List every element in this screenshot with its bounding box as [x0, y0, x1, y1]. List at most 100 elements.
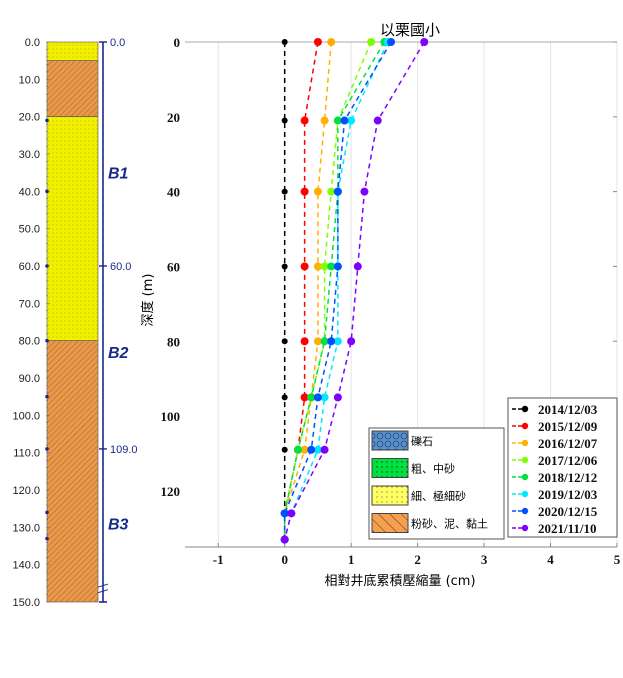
break-icon [97, 583, 109, 594]
sensor-marker [45, 394, 49, 399]
legend-marker [521, 422, 529, 430]
borehole-depth-label: 140.0 [12, 560, 40, 572]
x-tick-label: 1 [348, 552, 355, 567]
data-point [333, 187, 342, 196]
data-point [313, 38, 322, 46]
soil-swatch-gravel [371, 430, 409, 451]
borehole-depth-label: 110.0 [13, 448, 40, 460]
zone-label: B1 [108, 166, 129, 183]
x-tick-label: 5 [614, 552, 621, 567]
data-point [320, 116, 329, 125]
x-tick-label: 3 [481, 552, 488, 567]
zone-mark-label: 60.0 [110, 261, 131, 273]
data-point [360, 187, 369, 196]
y-tick-label: 80 [167, 334, 180, 349]
data-point [281, 446, 288, 453]
series-2020-12-15 [280, 38, 396, 544]
y-axis-label: 深度 (m) [140, 274, 156, 327]
data-point [280, 509, 289, 518]
legend-marker [521, 439, 529, 447]
series-line [283, 41, 392, 540]
y-tick-label: 20 [167, 110, 180, 125]
data-point [320, 337, 329, 346]
data-point [327, 38, 336, 46]
series-2021-11-10 [280, 38, 429, 544]
borehole-depth-label: 30.0 [19, 149, 40, 161]
soil-swatch-coarse [371, 458, 409, 478]
legend-marker [521, 473, 529, 481]
data-point [333, 116, 342, 125]
data-point [327, 337, 336, 346]
borehole-depth-label: 50.0 [19, 224, 40, 236]
y-tick-label: 0 [174, 35, 181, 50]
borehole-depth-label: 120.0 [12, 485, 40, 497]
data-point [307, 393, 316, 402]
legend-label: 2017/12/06 [538, 453, 598, 468]
sensor-marker [45, 536, 49, 541]
series-2016-12-07 [280, 38, 336, 544]
sensor-marker [45, 189, 49, 194]
data-point [300, 262, 309, 271]
legend-label: 2015/12/09 [538, 419, 598, 434]
data-point [320, 393, 329, 402]
data-point [313, 393, 322, 402]
legend-marker [521, 405, 529, 413]
data-point [300, 116, 309, 125]
y-tick-label: 60 [167, 259, 180, 274]
zone-mark-label: 109.0 [110, 444, 138, 456]
data-point [307, 445, 316, 454]
y-tick-label: 120 [161, 484, 181, 499]
borehole-depth-label: 90.0 [19, 373, 40, 385]
data-point [327, 187, 336, 196]
data-point [333, 393, 342, 402]
data-point [293, 445, 302, 454]
legend-label: 2014/12/03 [538, 402, 598, 417]
soil-legend-label: 礫石 [411, 434, 433, 448]
borehole-depth-label: 60.0 [19, 261, 40, 273]
data-point [313, 337, 322, 346]
data-point [347, 116, 356, 125]
borehole-layer-silt [46, 340, 99, 603]
legend-label: 2020/12/15 [538, 504, 598, 519]
zone-mark-label: 0.0 [110, 37, 125, 49]
sensor-marker [45, 264, 49, 268]
data-point [353, 262, 362, 271]
sensor-marker [45, 338, 49, 343]
data-point [300, 445, 309, 454]
data-point [333, 262, 342, 271]
borehole-depth-label: 0.0 [25, 37, 40, 49]
legend-marker [521, 490, 529, 498]
sensor-marker [45, 118, 49, 123]
data-point [281, 338, 288, 345]
y-tick-label: 100 [161, 409, 181, 424]
data-point [300, 393, 309, 402]
data-point [300, 337, 309, 346]
data-point [367, 38, 376, 46]
x-tick-label: -1 [213, 552, 224, 567]
sensor-marker [45, 510, 49, 515]
borehole-layer-fine [46, 41, 99, 61]
zone-label: B3 [108, 517, 129, 534]
legend-marker [521, 456, 529, 464]
data-point [287, 509, 296, 518]
legend-label: 2016/12/07 [538, 436, 598, 451]
borehole-depth-label: 70.0 [19, 298, 40, 310]
sensor-marker [45, 447, 49, 451]
data-point [320, 445, 329, 454]
data-point [320, 262, 329, 271]
data-point [281, 394, 288, 401]
borehole-depth-label: 130.0 [12, 522, 40, 534]
x-axis-label: 相對井底累積壓縮量 (cm) [324, 573, 475, 589]
data-point [387, 38, 396, 46]
soil-legend-label: 細、極細砂 [411, 489, 466, 503]
borehole-depth-label: 40.0 [19, 186, 40, 198]
series-line [283, 41, 319, 540]
data-point [333, 337, 342, 346]
x-tick-label: 4 [547, 552, 554, 567]
data-point [340, 116, 349, 125]
soil-legend-label: 粗、中砂 [411, 463, 455, 476]
borehole-depth-label: 10.0 [19, 74, 40, 86]
data-point [420, 38, 429, 46]
data-point [373, 116, 382, 125]
